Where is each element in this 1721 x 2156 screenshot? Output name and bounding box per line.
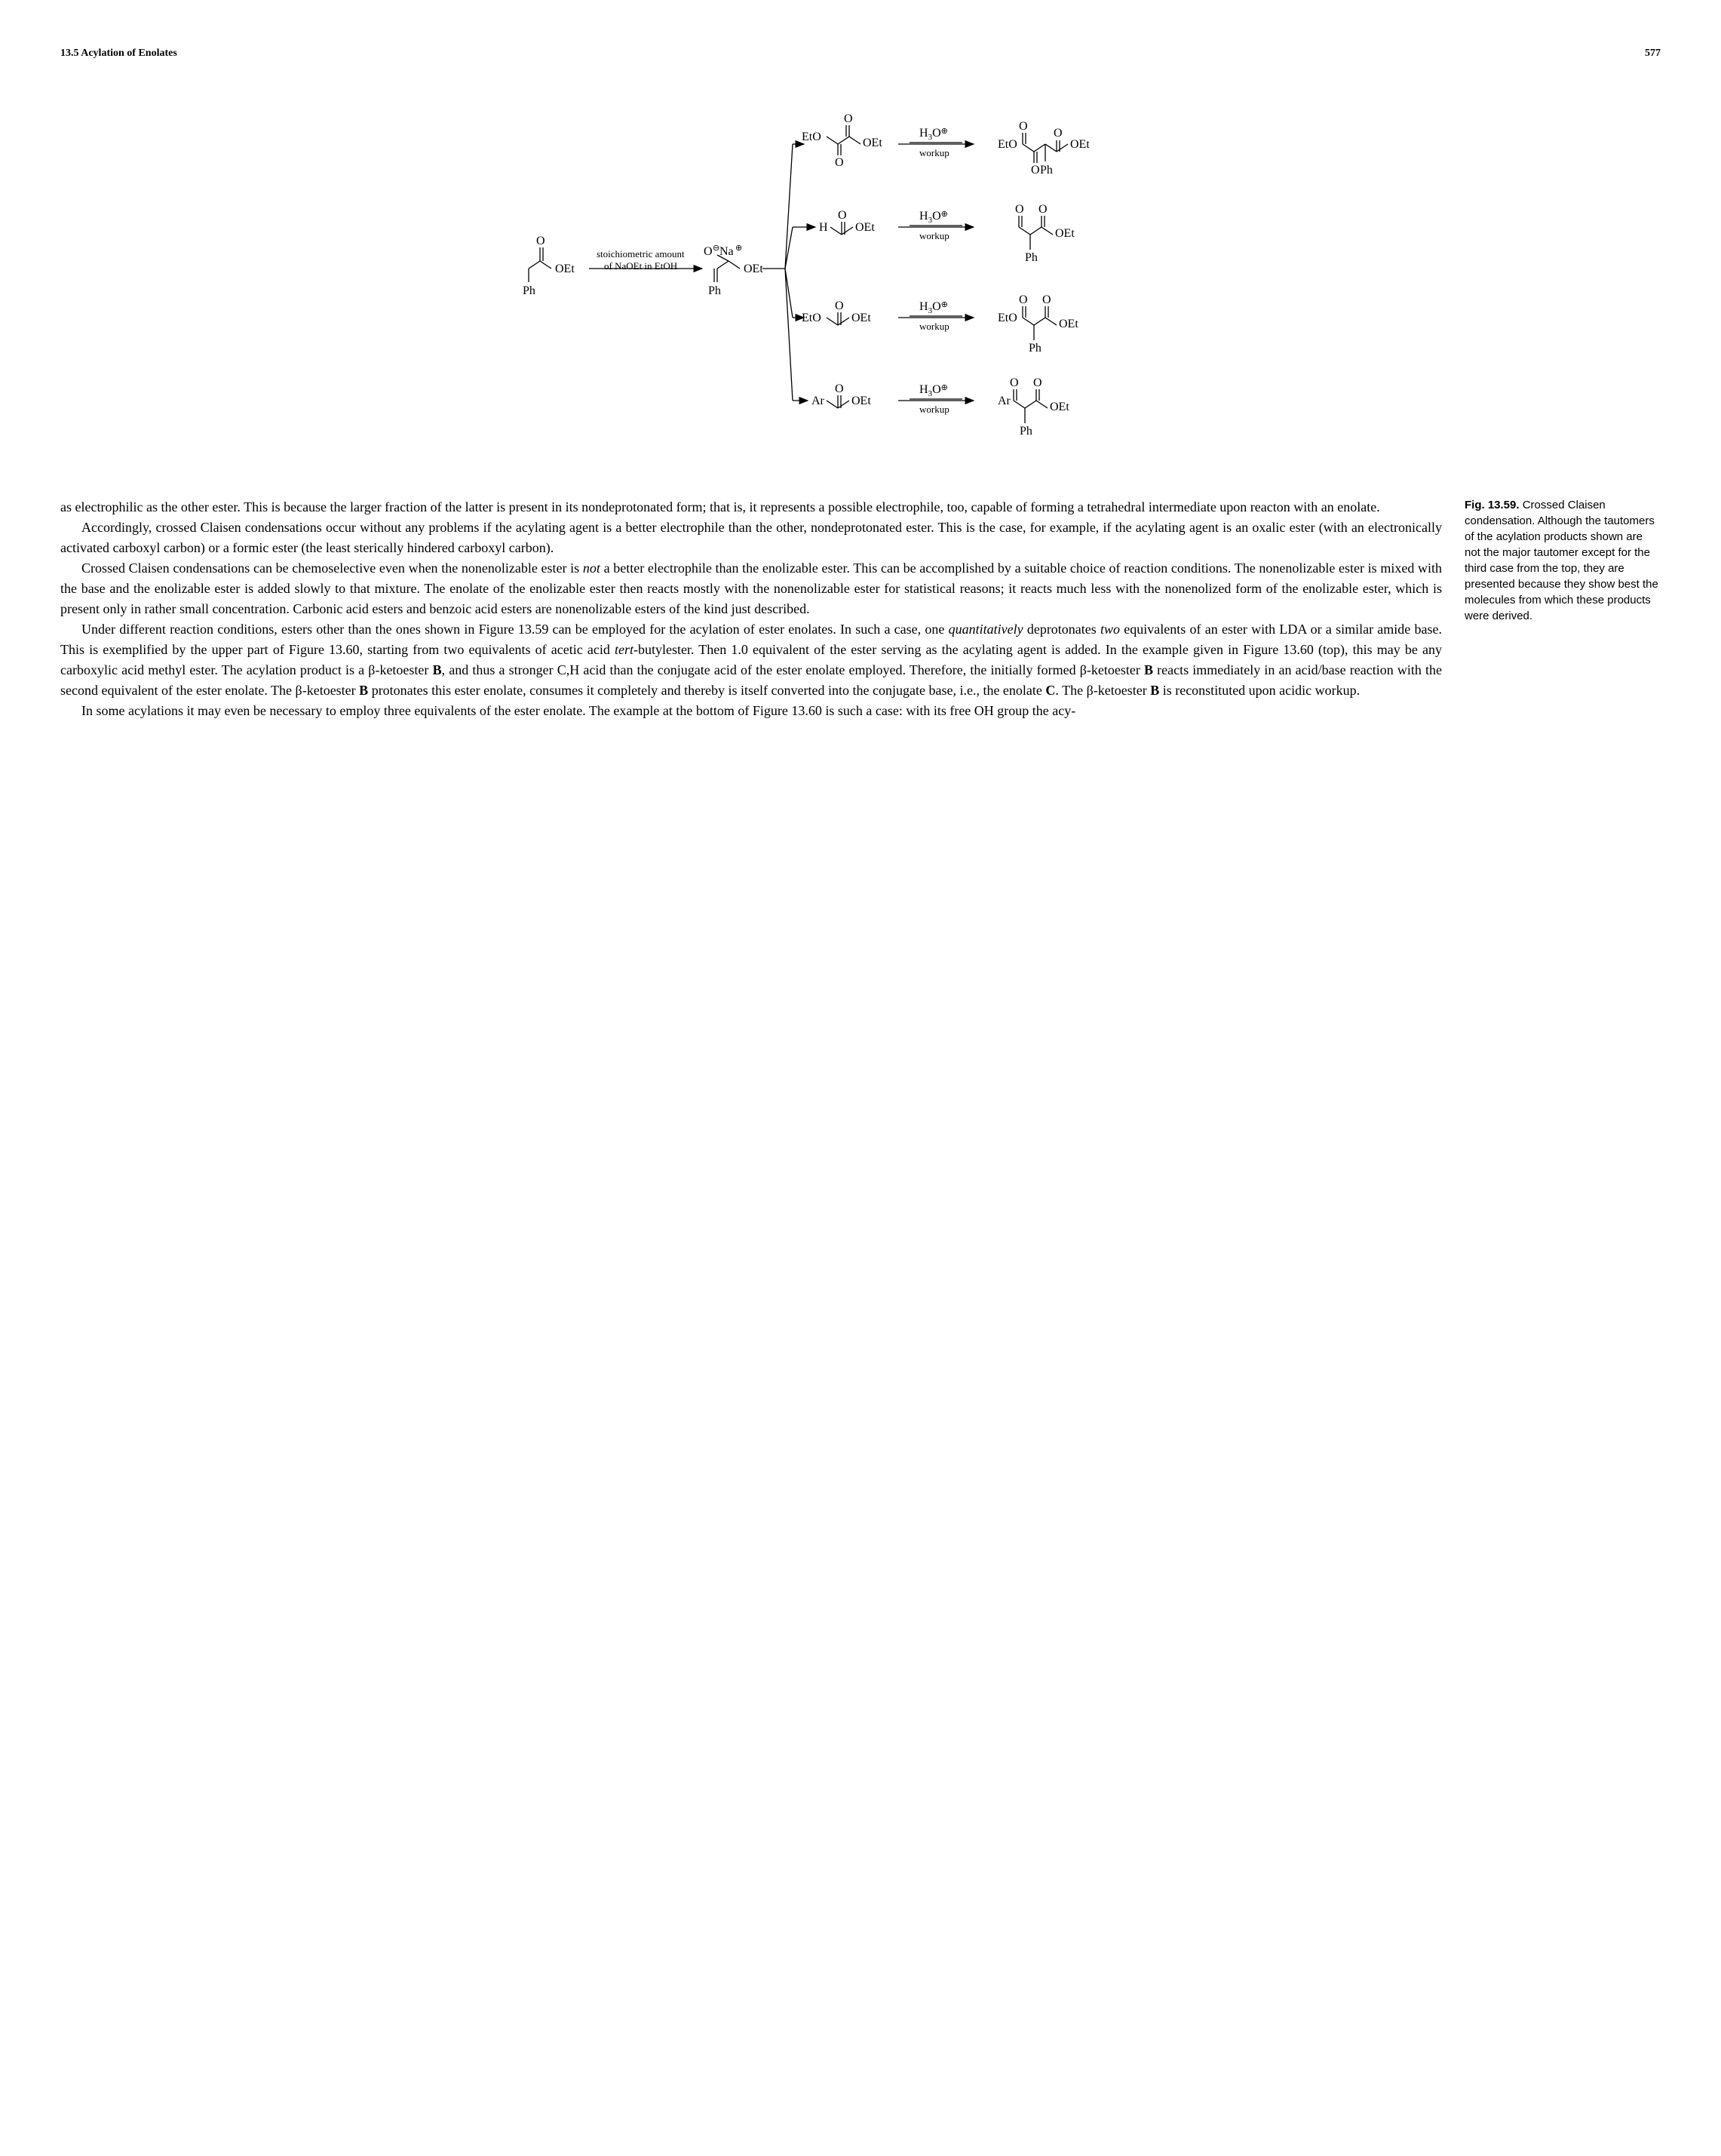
svg-text:O: O — [1019, 120, 1028, 133]
content-wrapper: as electrophilic as the other ester. Thi… — [60, 497, 1661, 721]
svg-text:O: O — [1042, 293, 1051, 306]
svg-text:OEt: OEt — [851, 395, 871, 407]
svg-text:OEt: OEt — [1059, 318, 1078, 330]
svg-text:EtO: EtO — [998, 312, 1017, 324]
svg-text:OEt: OEt — [855, 221, 875, 234]
page-number: 577 — [1645, 45, 1661, 61]
svg-text:EtO: EtO — [802, 312, 821, 324]
svg-text:H3O⊕: H3O⊕ — [919, 300, 948, 315]
svg-text:O: O — [1038, 203, 1048, 216]
svg-text:O: O — [1010, 376, 1019, 389]
reaction-scheme-svg: .lbl { font-family: Georgia, serif; font… — [491, 99, 1230, 461]
svg-text:Ar: Ar — [998, 395, 1011, 407]
svg-text:O: O — [704, 245, 713, 258]
paragraph-3: Crossed Claisen condensations can be che… — [60, 558, 1442, 619]
svg-text:O: O — [1033, 376, 1042, 389]
svg-text:Ph: Ph — [1040, 164, 1053, 177]
svg-text:H3O⊕: H3O⊕ — [919, 210, 948, 225]
svg-text:O: O — [835, 382, 844, 395]
svg-text:O: O — [1015, 203, 1024, 216]
section-label: 13.5 Acylation of Enolates — [60, 45, 177, 61]
svg-text:O: O — [1019, 293, 1028, 306]
svg-text:workup: workup — [919, 404, 949, 415]
svg-text:H: H — [819, 221, 828, 234]
figure-caption: Fig. 13.59. Crossed Claisen condensation… — [1465, 497, 1661, 721]
svg-text:Ph: Ph — [1029, 342, 1041, 355]
svg-text:OEt: OEt — [744, 263, 763, 275]
svg-text:workup: workup — [919, 230, 949, 241]
paragraph-1: as electrophilic as the other ester. Thi… — [60, 497, 1442, 518]
svg-text:⊕: ⊕ — [735, 244, 742, 253]
main-text: as electrophilic as the other ester. Thi… — [60, 497, 1442, 721]
paragraph-4: Under different reaction conditions, est… — [60, 619, 1442, 701]
svg-text:OEt: OEt — [1055, 227, 1075, 240]
svg-text:Ph: Ph — [523, 284, 535, 297]
svg-text:⊖: ⊖ — [713, 244, 719, 253]
svg-text:OEt: OEt — [1070, 138, 1090, 151]
svg-text:OEt: OEt — [851, 312, 871, 324]
svg-text:H3O⊕: H3O⊕ — [919, 383, 948, 398]
svg-text:Ph: Ph — [708, 284, 721, 297]
svg-text:stoichiometric amount: stoichiometric amount — [597, 248, 685, 260]
paragraph-2: Accordingly, crossed Claisen condensatio… — [60, 518, 1442, 558]
svg-text:workup: workup — [919, 321, 949, 332]
svg-text:OEt: OEt — [863, 137, 882, 149]
page-header: 13.5 Acylation of Enolates 577 — [60, 45, 1661, 61]
svg-text:Ph: Ph — [1020, 425, 1032, 438]
svg-text:O: O — [835, 299, 844, 312]
svg-text:O: O — [835, 156, 844, 169]
svg-text:OEt: OEt — [1050, 401, 1069, 413]
svg-text:Ar: Ar — [811, 395, 825, 407]
svg-text:of NaOEt in EtOH: of NaOEt in EtOH — [604, 260, 677, 272]
svg-text:workup: workup — [919, 147, 949, 158]
svg-text:O: O — [1054, 127, 1063, 140]
svg-text:O: O — [838, 209, 847, 222]
svg-text:EtO: EtO — [998, 138, 1017, 151]
svg-text:Na: Na — [719, 245, 734, 258]
caption-text: Crossed Claisen condensation. Although t… — [1465, 499, 1658, 622]
svg-text:OEt: OEt — [555, 263, 575, 275]
figure-13-59: .lbl { font-family: Georgia, serif; font… — [60, 99, 1661, 467]
paragraph-5: In some acylations it may even be necess… — [60, 701, 1442, 721]
svg-text:O: O — [536, 235, 545, 247]
svg-text:EtO: EtO — [802, 131, 821, 143]
svg-text:Ph: Ph — [1025, 251, 1038, 264]
svg-text:O: O — [844, 112, 853, 125]
svg-text:H3O⊕: H3O⊕ — [919, 127, 948, 142]
svg-text:O: O — [1031, 164, 1040, 177]
caption-label: Fig. 13.59. — [1465, 499, 1520, 511]
